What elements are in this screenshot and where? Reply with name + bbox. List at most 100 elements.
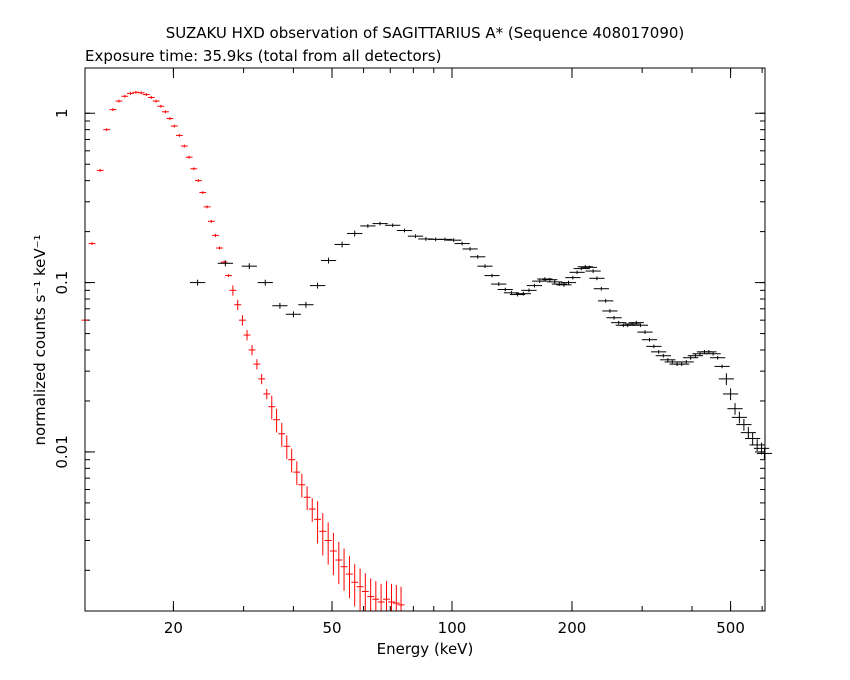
x-tick-label: 100 [438, 619, 467, 637]
data-point [351, 564, 359, 607]
data-point [217, 260, 233, 267]
data-point [109, 108, 117, 112]
data-point [298, 301, 314, 308]
data-point [367, 578, 375, 611]
data-point [225, 274, 232, 278]
data-point [340, 548, 348, 591]
data-point [298, 473, 306, 498]
data-point [521, 288, 537, 293]
data-point [347, 230, 363, 237]
data-point [632, 323, 649, 328]
data-point [655, 353, 671, 358]
data-point [383, 581, 390, 611]
data-point [674, 362, 690, 366]
data-point [190, 167, 198, 171]
y-tick-label: 0.1 [53, 271, 71, 295]
data-point [611, 320, 627, 325]
data-point [542, 277, 558, 282]
y-tick-label: 1 [53, 108, 71, 118]
data-point [278, 422, 286, 447]
data-point [272, 302, 288, 309]
axis-ticks: 20 50 100 200 500 1 0.1 0.01 [53, 68, 765, 637]
data-point [132, 90, 140, 94]
data-point [651, 350, 667, 354]
data-point [152, 99, 160, 103]
data-point [593, 286, 609, 291]
data-point [157, 104, 165, 108]
data-point [577, 264, 593, 269]
chart-subtitle: Exposure time: 35.9ks (total from all de… [85, 47, 441, 65]
data-point [243, 330, 251, 341]
data-point [602, 309, 618, 313]
data-point [268, 395, 276, 420]
data-point [556, 283, 572, 287]
data-point [532, 279, 548, 283]
data-point [749, 439, 765, 452]
data-point [581, 265, 597, 270]
minor-ticks [85, 68, 765, 611]
data-point [740, 426, 756, 439]
data-point [361, 573, 369, 611]
data-point [560, 280, 577, 285]
data-point [180, 144, 188, 148]
data-point [239, 315, 246, 326]
series-red [81, 90, 405, 611]
data-point [569, 270, 585, 275]
data-point [96, 168, 104, 172]
data-point [753, 442, 770, 455]
data-point [335, 541, 343, 585]
data-point [216, 246, 223, 250]
data-point [293, 461, 301, 485]
data-series [81, 90, 773, 611]
data-point [257, 279, 273, 286]
data-point [142, 93, 150, 97]
data-point [137, 91, 145, 95]
data-point [303, 486, 311, 511]
data-point [388, 583, 395, 611]
data-point [756, 447, 773, 460]
data-point [334, 241, 350, 248]
x-tick-label: 50 [322, 619, 341, 637]
data-point [477, 264, 493, 269]
data-point [515, 291, 531, 296]
data-point [454, 241, 470, 246]
data-point [253, 359, 261, 370]
data-point [722, 388, 739, 401]
data-point [121, 94, 129, 98]
data-point [162, 110, 169, 114]
x-tick-label: 500 [716, 619, 745, 637]
data-point [229, 285, 237, 296]
data-point [319, 513, 327, 556]
data-point [664, 360, 680, 364]
data-point [497, 287, 513, 292]
data-point [678, 360, 694, 364]
data-point [203, 205, 211, 209]
data-point [248, 345, 256, 356]
data-point [585, 269, 601, 273]
data-point [314, 501, 322, 544]
data-point [194, 179, 202, 183]
data-point [484, 273, 500, 278]
data-point [646, 344, 662, 349]
data-point [446, 238, 462, 243]
data-point [273, 408, 281, 433]
data-point [392, 584, 400, 611]
data-point [547, 280, 563, 284]
chart-title: SUZAKU HXD observation of SAGITTARIUS A*… [166, 24, 685, 42]
data-point [637, 330, 653, 334]
data-point [189, 279, 206, 286]
data-point [126, 91, 134, 95]
data-point [308, 498, 316, 522]
y-axis-label: normalized counts s⁻¹ keV⁻¹ [31, 234, 49, 445]
data-point [470, 254, 486, 259]
data-point [199, 191, 207, 195]
data-point [263, 388, 271, 400]
data-point [360, 224, 376, 228]
data-point [309, 282, 326, 289]
data-point [714, 364, 730, 369]
data-point [397, 586, 405, 611]
data-point [346, 555, 353, 599]
data-point [175, 133, 183, 137]
data-point [731, 411, 747, 424]
